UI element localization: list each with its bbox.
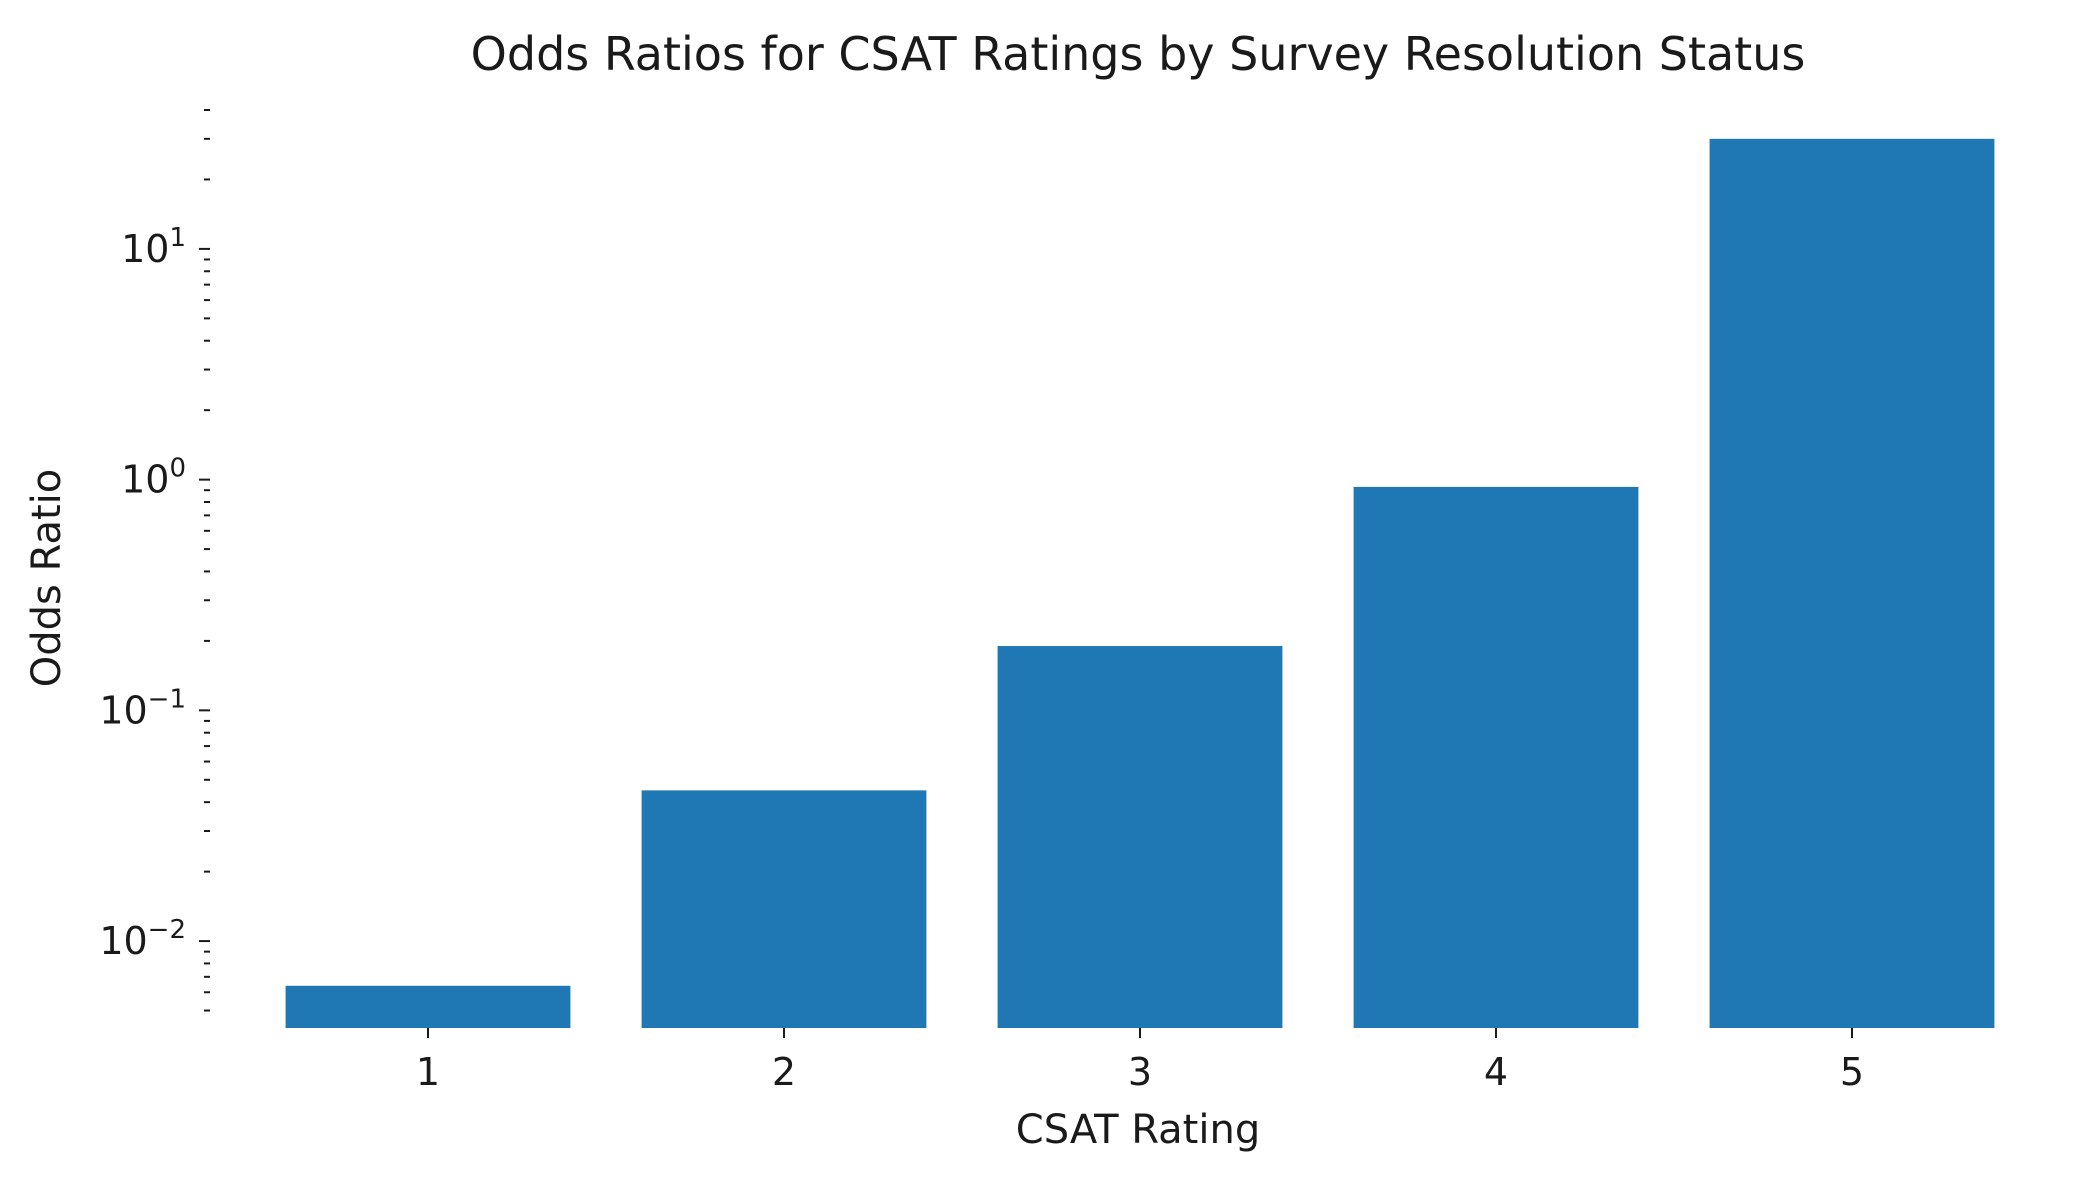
x-tick-label: 2 [772, 1050, 796, 1094]
chart-title: Odds Ratios for CSAT Ratings by Survey R… [471, 27, 1806, 81]
y-tick-label: 100 [121, 454, 186, 502]
x-tick-label: 4 [1484, 1050, 1508, 1094]
y-tick-label: 10−2 [99, 915, 186, 963]
bars-group [285, 138, 1995, 1029]
y-axis-label: Odds Ratio [24, 469, 70, 688]
x-tick-label: 1 [416, 1050, 440, 1094]
y-tick-label: 101 [121, 223, 186, 271]
x-tick-label: 3 [1128, 1050, 1152, 1094]
y-tick-label: 10−1 [99, 684, 186, 732]
bar-5 [1709, 138, 1995, 1028]
bar-1 [285, 985, 571, 1028]
x-tick-label: 5 [1840, 1050, 1864, 1094]
bar-4 [1353, 486, 1639, 1029]
bar-3 [997, 646, 1283, 1028]
y-axis: 10−2 10−1 100 101 [99, 109, 210, 1012]
bar-2 [641, 790, 927, 1028]
x-axis-label: CSAT Rating [1016, 1107, 1260, 1153]
x-axis: 1 2 3 4 5 [416, 1028, 1864, 1094]
